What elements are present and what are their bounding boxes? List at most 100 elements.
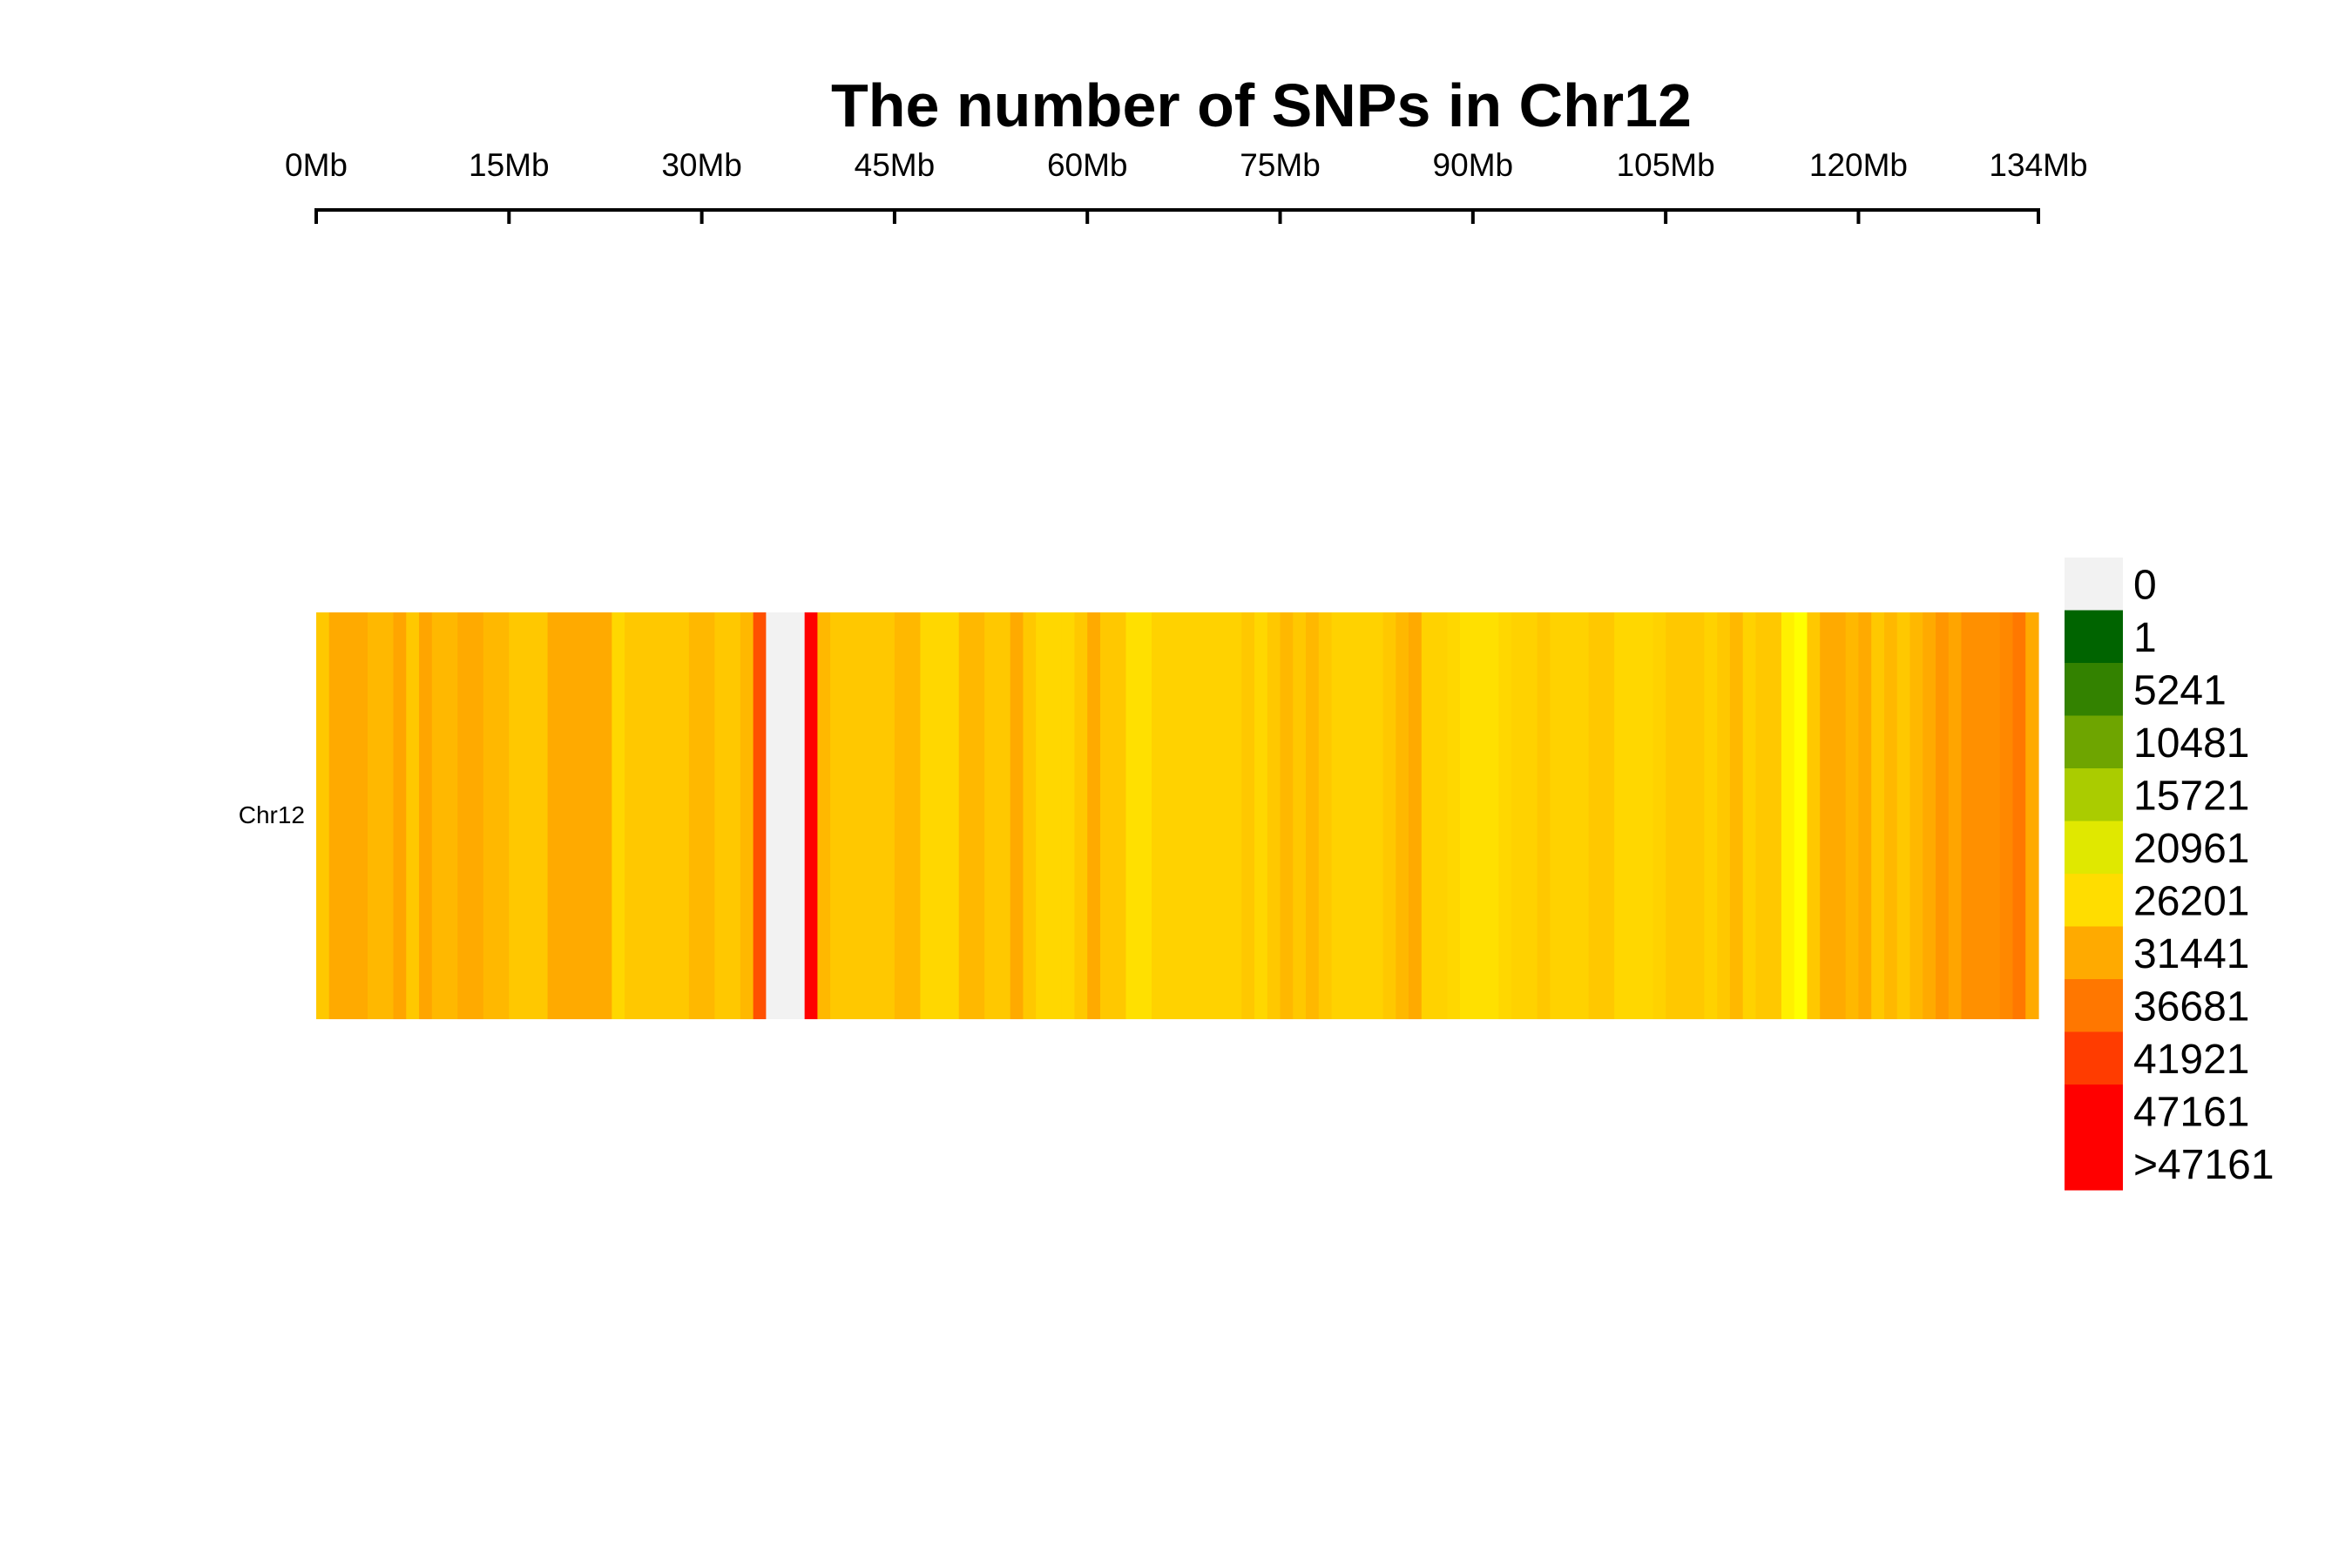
heatmap-bin [1139,612,1152,1019]
legend-swatch [2065,715,2123,769]
legend-swatch [2065,874,2123,927]
legend-label: 41921 [2133,1037,2249,1083]
heatmap-bin [1421,612,1436,1019]
heatmap-bin [740,612,754,1019]
heatmap-bin [509,612,523,1019]
heatmap-bin [368,612,382,1019]
heatmap-bin [560,612,574,1019]
heatmap-bin [842,612,857,1019]
heatmap-bin [470,612,484,1019]
heatmap-bin [882,612,896,1019]
heatmap-bin [1639,612,1653,1019]
heatmap-bin [1382,612,1396,1019]
legend-swatch [2065,610,2123,664]
heatmap-bin [431,612,446,1019]
heatmap-bin [1652,612,1666,1019]
heatmap-bin [585,612,600,1019]
legend-label: 0 [2133,562,2157,608]
heatmap-bin [1858,612,1872,1019]
heatmap-bin [1190,612,1204,1019]
heatmap-bin [444,612,458,1019]
heatmap-bin [598,612,612,1019]
heatmap-bin [2012,612,2026,1019]
heatmap-bin [1460,612,1474,1019]
heatmap-bin [1575,612,1590,1019]
legend-swatch [2065,768,2123,821]
heatmap-bin [419,612,433,1019]
heatmap-bin [522,612,536,1019]
heatmap-bin [534,612,549,1019]
heatmap-bin [1434,612,1448,1019]
heatmap-bin [1112,612,1127,1019]
heatmap-bin [637,612,652,1019]
legend-swatch [2065,821,2123,875]
x-axis: 0Mb 15Mb 30Mb 45Mb 60Mb 75Mb 90Mb 105Mb 120Mb 134… [285,147,2088,224]
heatmap-bin [1472,612,1487,1019]
heatmap-bin [1048,612,1063,1019]
legend-label: 31441 [2133,931,2249,977]
legend-label: 5241 [2133,667,2227,713]
heatmap-bin [1550,612,1564,1019]
heatmap-bin [1485,612,1499,1019]
heatmap-bin [1409,612,1423,1019]
heatmap-bin [1961,612,1975,1019]
legend-label: 1 [2133,615,2157,661]
legend-swatch [2065,1085,2123,1138]
heatmap-bin [1563,612,1577,1019]
heatmap-bin [1678,612,1693,1019]
heatmap-bin [1280,612,1294,1019]
heatmap-bin [779,612,793,1019]
heatmap-bin [2025,612,2039,1019]
heatmap-bin [1369,612,1384,1019]
heatmap-bin [406,612,420,1019]
heatmap-bin [1537,612,1551,1019]
legend-label: 47161 [2133,1089,2249,1135]
heatmap-bin [997,612,1011,1019]
heatmap-bin [945,612,960,1019]
color-legend: 0 1 5241 10481 15721 20961 26201 31441 36681 4192… [2065,558,2274,1191]
heatmap-bin [1820,612,1834,1019]
heatmap-bin [1061,612,1076,1019]
heatmap-bin [1293,612,1307,1019]
heatmap-bin [1923,612,1936,1019]
heatmap-bin [1896,612,1911,1019]
heatmap-bin [547,612,561,1019]
heatmap-bin [650,612,664,1019]
legend-label: 15721 [2133,773,2249,819]
heatmap-bin [1357,612,1371,1019]
heatmap-bin [1151,612,1166,1019]
heatmap-bin [1883,612,1898,1019]
heatmap-bin [714,612,728,1019]
heatmap-bin [1318,612,1333,1019]
heatmap-bin [958,612,973,1019]
x-tick-label: 60Mb [1047,147,1128,183]
heatmap-bin [791,612,806,1019]
heatmap-bin [1010,612,1024,1019]
heatmap-bin [457,612,471,1019]
heatmap-bin [855,612,870,1019]
heatmap-bin [1666,612,1680,1019]
heatmap-bin [688,612,703,1019]
heatmap-bin [1948,612,1963,1019]
heatmap-bin [920,612,934,1019]
heatmap-bin [1909,612,1923,1019]
heatmap-bin [1871,612,1885,1019]
heatmap-bin [393,612,407,1019]
legend-swatch [2065,926,2123,980]
heatmap-bin [663,612,677,1019]
heatmap-bin [830,612,844,1019]
heatmap-bin [341,612,355,1019]
heatmap-bin [496,612,510,1019]
heatmap-bin [1177,612,1191,1019]
heatmap-bin [894,612,909,1019]
heatmap-bin [1344,612,1358,1019]
heatmap-bin [1524,612,1538,1019]
heatmap-bin [1164,612,1179,1019]
heatmap-bin [1125,612,1139,1019]
heatmap-bin [1832,612,1847,1019]
heatmap-bin [1215,612,1230,1019]
heatmap-bin [1074,612,1088,1019]
heatmap-bin [1974,612,1988,1019]
heatmap-bin [1717,612,1731,1019]
